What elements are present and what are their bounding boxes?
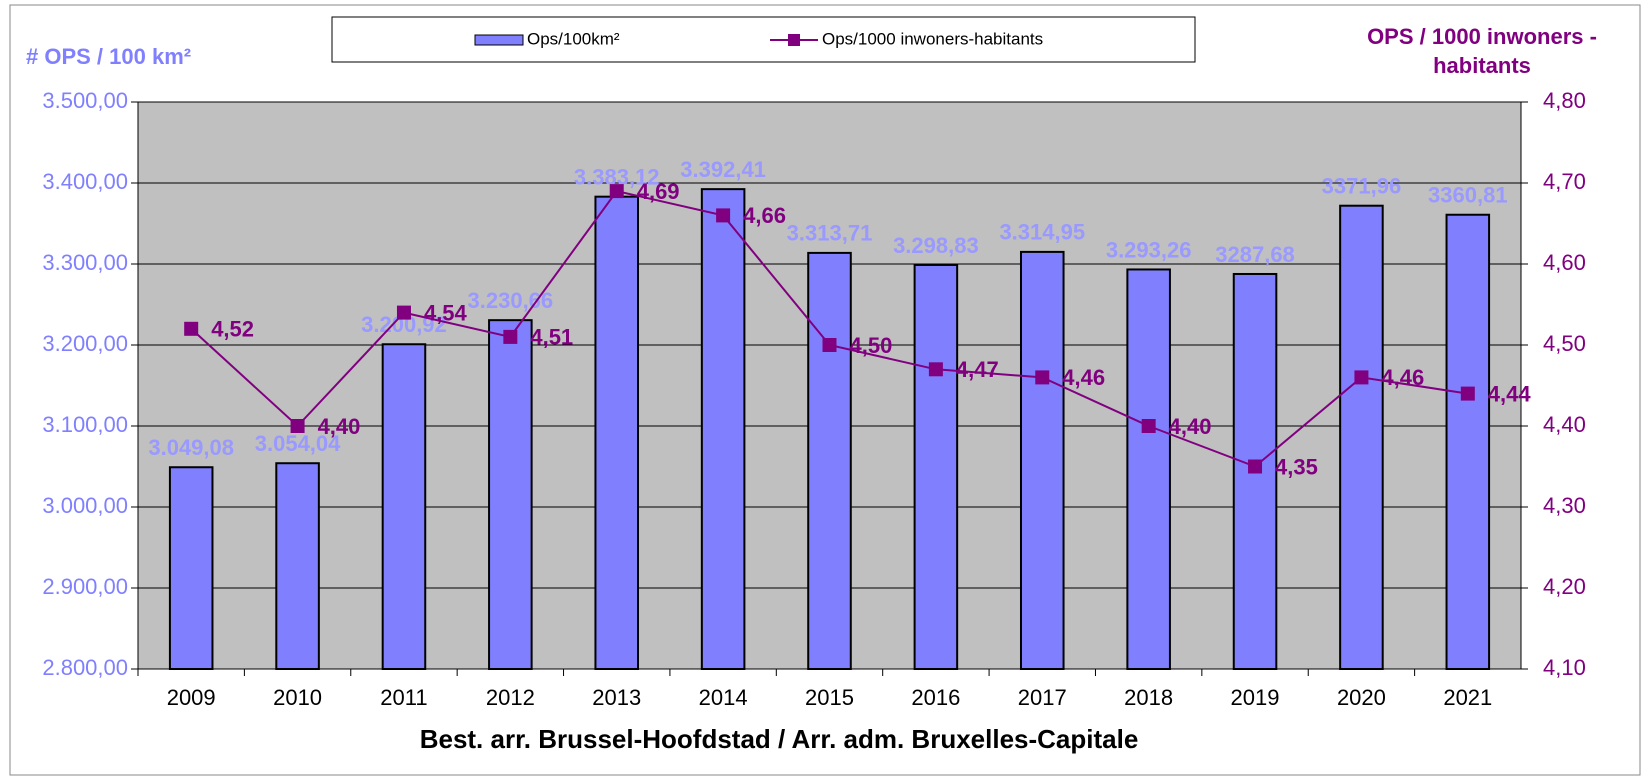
- y-tick-label: 3.000,00: [42, 493, 128, 518]
- line-marker: [822, 338, 837, 352]
- y-tick-label: 2.900,00: [42, 574, 128, 599]
- x-tick-label: 2020: [1337, 685, 1386, 710]
- line-marker: [609, 184, 624, 199]
- line-marker: [1035, 370, 1050, 385]
- bar-value-label: 3371,96: [1322, 174, 1402, 199]
- line-marker: [1354, 370, 1369, 385]
- bar: [381, 343, 427, 670]
- line-value-label: 4,40: [1169, 414, 1212, 439]
- x-tick-label: 2018: [1124, 685, 1173, 710]
- x-tick-label: 2013: [592, 685, 641, 710]
- legend-swatch: [788, 34, 800, 46]
- x-tick-label: 2014: [699, 685, 748, 710]
- line-marker: [184, 321, 199, 336]
- y2-tick-label: 4,20: [1543, 574, 1586, 599]
- bar-value-label: 3.230,66: [468, 288, 554, 313]
- bar-value-label: 3.298,83: [893, 233, 979, 258]
- bar-value-label: 3287,68: [1215, 242, 1295, 267]
- y-tick-label: 3.100,00: [42, 412, 128, 437]
- bar-value-label: 3360,81: [1428, 183, 1508, 208]
- x-tick-label: 2010: [273, 685, 322, 710]
- x-tick-label: 2016: [911, 685, 960, 710]
- bar-value-label: 3.293,26: [1106, 237, 1192, 262]
- bar: [594, 195, 640, 671]
- bar: [700, 188, 746, 671]
- y2-axis-title: OPS / 1000 inwoners -habitants: [1367, 24, 1597, 78]
- line-value-label: 4,52: [211, 317, 254, 342]
- y2-tick-label: 4,70: [1543, 169, 1586, 194]
- line-value-label: 4,47: [956, 357, 999, 382]
- bar: [807, 251, 852, 670]
- line-value-label: 4,46: [1381, 365, 1424, 390]
- line-marker: [1141, 419, 1156, 433]
- line-marker: [1248, 459, 1263, 474]
- bar-value-label: 3.314,95: [999, 220, 1085, 245]
- bar: [913, 263, 959, 670]
- legend-swatch: [474, 34, 524, 46]
- y2-tick-label: 4,30: [1543, 493, 1586, 518]
- line-marker: [290, 419, 305, 433]
- bar: [1019, 250, 1065, 670]
- x-tick-label: 2015: [805, 685, 854, 710]
- bar-value-label: 3.054,04: [255, 431, 341, 456]
- line-value-label: 4,69: [637, 179, 680, 204]
- bar: [1339, 204, 1384, 670]
- y2-tick-label: 4,40: [1543, 412, 1586, 437]
- bar-value-label: 3.313,71: [787, 221, 873, 246]
- line-value-label: 4,35: [1275, 454, 1318, 479]
- line-value-label: 4,40: [318, 414, 361, 439]
- bar: [275, 462, 320, 670]
- y-tick-label: 3.400,00: [42, 169, 128, 194]
- line-value-label: 4,54: [424, 300, 468, 325]
- bar-value-label: 3.049,08: [148, 435, 234, 460]
- legend-label: Ops/1000 inwoners-habitants: [822, 29, 1043, 48]
- y-tick-label: 3.300,00: [42, 250, 128, 275]
- line-marker: [716, 208, 731, 223]
- bar: [168, 466, 214, 671]
- line-value-label: 4,46: [1062, 365, 1105, 390]
- y2-tick-label: 4,50: [1543, 331, 1586, 356]
- x-tick-label: 2021: [1443, 685, 1492, 710]
- y2-tick-label: 4,80: [1543, 88, 1586, 113]
- y-tick-label: 3.500,00: [42, 88, 128, 113]
- bar-value-label: 3.392,41: [680, 157, 766, 182]
- legend: [331, 16, 1196, 63]
- line-marker: [503, 329, 518, 344]
- x-tick-label: 2017: [1018, 685, 1067, 710]
- line-value-label: 4,51: [530, 325, 573, 350]
- legend-label: Ops/100km²: [527, 29, 620, 48]
- y-tick-label: 2.800,00: [42, 655, 128, 680]
- line-marker: [928, 362, 943, 377]
- line-value-label: 4,66: [743, 203, 786, 228]
- y-tick-label: 3.200,00: [42, 331, 128, 356]
- y-axis-title: # OPS / 100 km²: [26, 44, 191, 69]
- line-value-label: 4,44: [1488, 381, 1532, 406]
- line-marker: [1460, 386, 1475, 401]
- x-tick-label: 2012: [486, 685, 535, 710]
- y2-tick-label: 4,60: [1543, 250, 1586, 275]
- x-tick-label: 2011: [380, 685, 427, 710]
- line-marker: [396, 305, 411, 320]
- line-value-label: 4,50: [850, 333, 893, 358]
- bar: [1445, 213, 1491, 670]
- x-tick-label: 2009: [167, 685, 216, 710]
- bar: [1126, 268, 1171, 670]
- bar: [488, 319, 533, 670]
- y2-tick-label: 4,10: [1543, 655, 1586, 680]
- x-tick-label: 2019: [1231, 685, 1280, 710]
- x-axis-title: Best. arr. Brussel-Hoofdstad / Arr. adm.…: [420, 724, 1139, 754]
